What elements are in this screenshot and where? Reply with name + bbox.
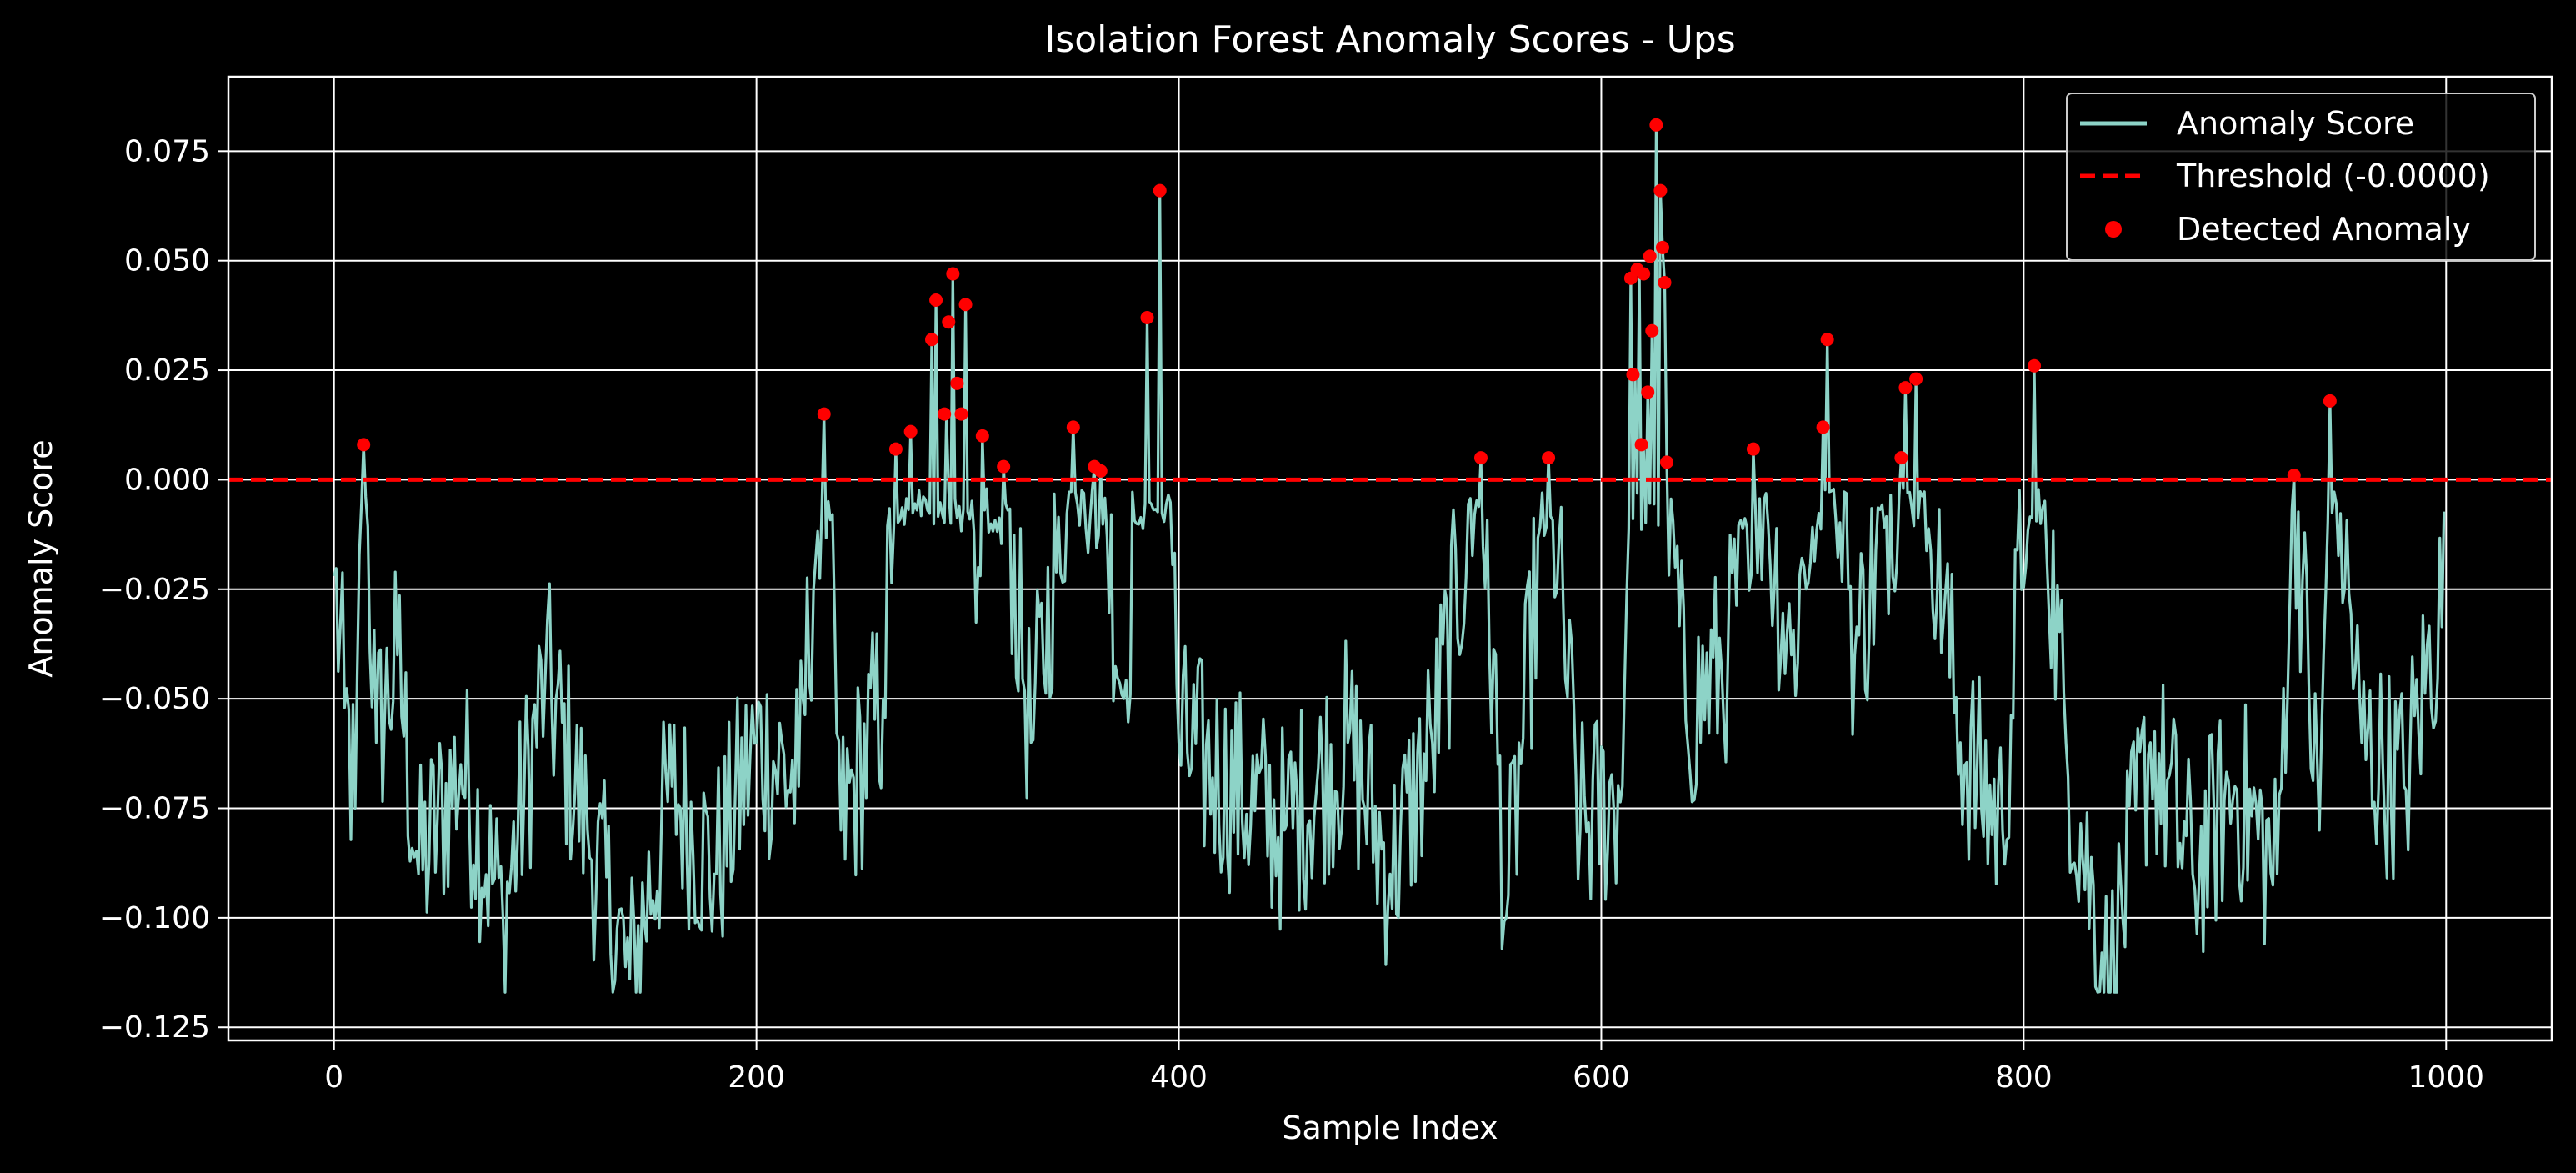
anomaly-point xyxy=(929,293,943,307)
anomaly-point xyxy=(1637,267,1651,281)
axis-ticks: 0 200 400 600 800 1000 −0.125 −0.100 −0.075 −0.05… xyxy=(99,134,2484,1095)
anomaly-point xyxy=(958,298,973,312)
y-tick-label: −0.025 xyxy=(99,573,210,607)
x-axis-label: Sample Index xyxy=(1282,1110,1498,1146)
x-tick-label: 0 xyxy=(324,1060,343,1095)
anomaly-point xyxy=(942,315,956,329)
anomaly-point xyxy=(1093,464,1108,478)
anomaly-point xyxy=(1066,420,1080,434)
x-tick-label: 600 xyxy=(1573,1060,1630,1095)
anomaly-point xyxy=(2323,394,2337,408)
y-tick-label: −0.125 xyxy=(99,1010,210,1045)
anomaly-point xyxy=(1658,275,1672,289)
anomaly-point xyxy=(888,442,903,456)
anomaly-point xyxy=(1894,451,1908,465)
anomaly-point xyxy=(1643,249,1657,263)
anomaly-point xyxy=(1626,368,1640,382)
legend-label-detected-anomaly: Detected Anomaly xyxy=(2177,211,2471,248)
legend-label-threshold: Threshold (-0.0000) xyxy=(2176,158,2490,194)
legend-label-anomaly-score: Anomaly Score xyxy=(2177,105,2414,142)
plot-frame xyxy=(227,75,2553,1042)
anomaly-point xyxy=(817,407,831,421)
anomaly-point xyxy=(1645,323,1659,338)
x-tick-label: 800 xyxy=(1995,1060,2053,1095)
anomaly-point xyxy=(946,267,960,281)
anomaly-point xyxy=(903,424,918,439)
anomaly-point xyxy=(1473,451,1488,465)
anomaly-point xyxy=(1649,118,1663,132)
legend-swatch-detected-anomaly xyxy=(2105,221,2122,238)
anomaly-point xyxy=(1660,455,1674,469)
legend-box xyxy=(2066,93,2536,261)
series-layer xyxy=(228,118,2552,994)
anomaly-point xyxy=(1898,381,1913,395)
anomaly-point xyxy=(997,459,1011,474)
x-tick-label: 400 xyxy=(1150,1060,1208,1095)
anomaly-point xyxy=(1140,311,1154,324)
y-tick-label: −0.100 xyxy=(99,901,210,935)
y-tick-label: −0.075 xyxy=(99,792,210,826)
y-tick-label: −0.050 xyxy=(99,682,210,716)
anomaly-point xyxy=(357,438,371,452)
anomaly-point xyxy=(1816,420,1830,434)
anomaly-point xyxy=(1153,183,1167,198)
y-tick-label: 0.075 xyxy=(124,134,210,168)
anomaly-point xyxy=(975,429,989,443)
x-tick-label: 1000 xyxy=(2408,1060,2484,1095)
anomaly-point xyxy=(925,333,939,347)
anomaly-point xyxy=(1820,333,1834,347)
anomaly-point xyxy=(2287,469,2301,483)
y-tick-label: 0.000 xyxy=(124,463,210,497)
chart-title: Isolation Forest Anomaly Scores - Ups xyxy=(1044,18,1735,61)
anomaly-point xyxy=(938,407,952,421)
anomaly-point xyxy=(1542,451,1556,465)
anomaly-point xyxy=(1641,385,1655,399)
y-tick-label: 0.050 xyxy=(124,244,210,278)
y-axis-label: Anomaly Score xyxy=(23,439,59,677)
anomaly-point xyxy=(1909,372,1923,386)
anomaly-point xyxy=(1634,438,1648,452)
anomaly-point xyxy=(954,407,968,421)
chart-legend: Anomaly Score Threshold (-0.0000) Detect… xyxy=(2066,93,2536,261)
anomaly-point xyxy=(950,376,964,390)
anomaly-point xyxy=(2028,358,2042,373)
anomaly-point xyxy=(1655,240,1669,254)
anomaly-score-line xyxy=(333,123,2446,994)
x-tick-label: 200 xyxy=(728,1060,785,1095)
y-tick-label: 0.025 xyxy=(124,353,210,388)
anomaly-point xyxy=(1746,442,1760,456)
anomaly-point xyxy=(1653,183,1668,198)
